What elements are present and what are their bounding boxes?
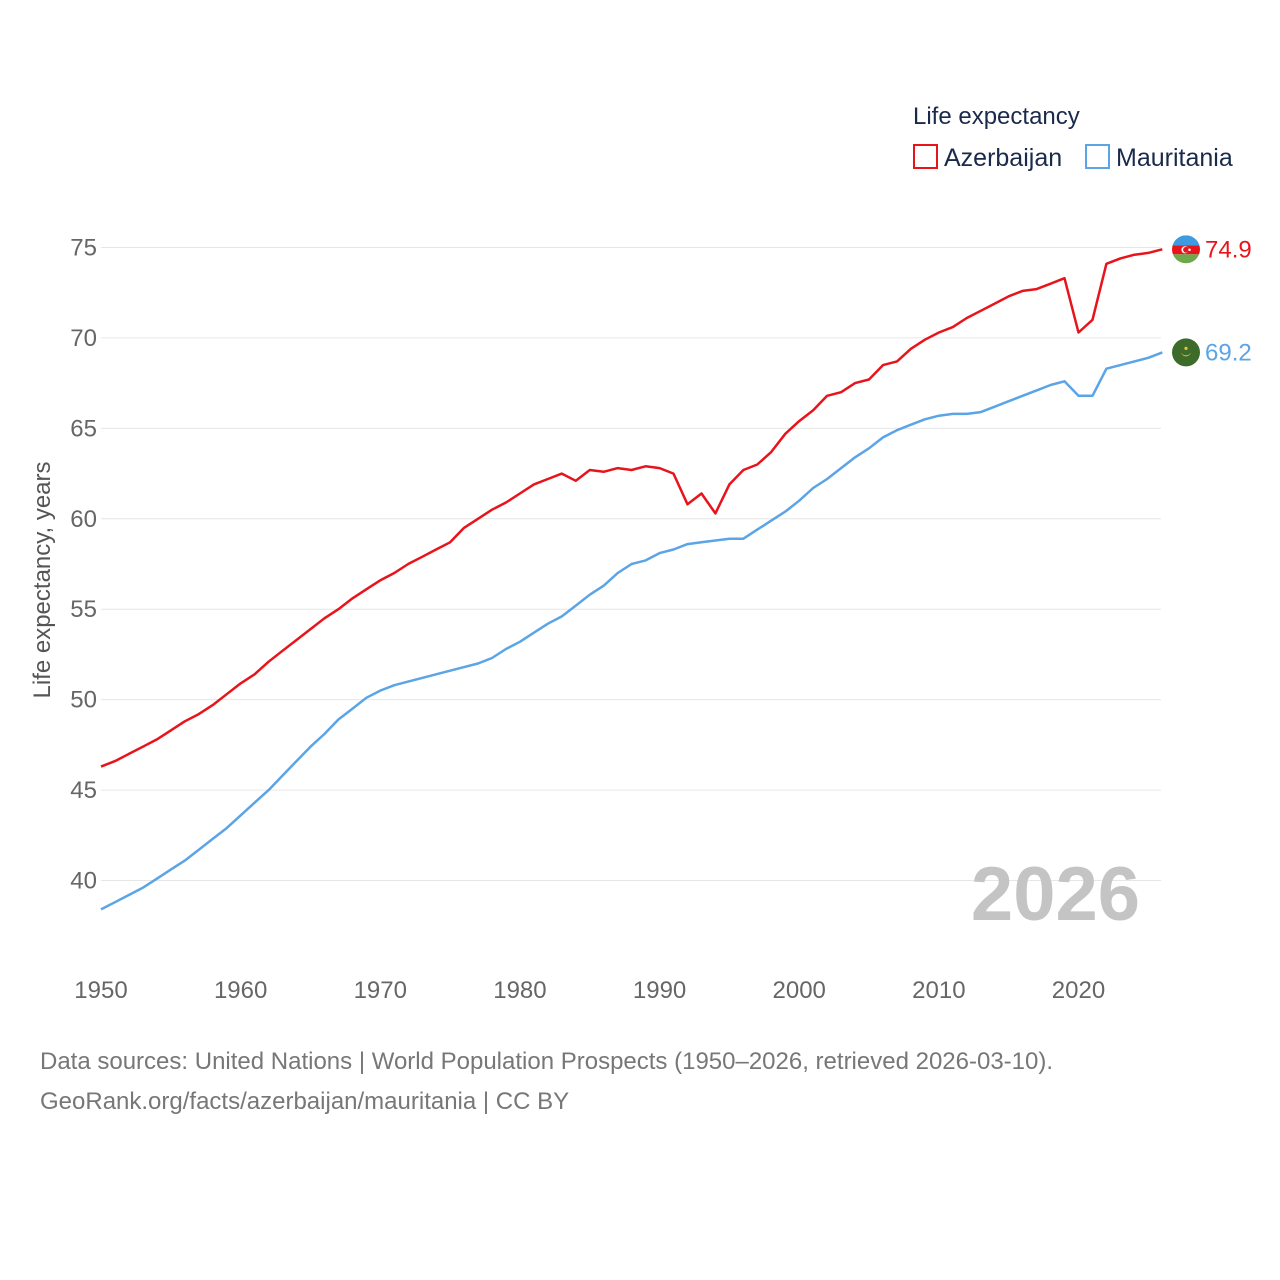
credit-link[interactable]: GeoRank.org/facts/azerbaijan/mauritania … [40, 1088, 570, 1115]
legend-swatch-azerbaijan [913, 144, 938, 169]
y-axis-title: Life expectancy, years [29, 461, 56, 698]
end-markers: 74.9 69.2 [1172, 235, 1252, 367]
x-tick-label: 2000 [773, 977, 826, 1004]
y-tick-label: 60 [70, 506, 97, 533]
series-line-azerbaijan[interactable] [100, 248, 1163, 768]
gridlines [101, 247, 1161, 881]
legend-label-mauritania: Mauritania [1116, 144, 1233, 172]
x-tick-label: 1950 [74, 977, 127, 1004]
legend: Life expectancy Azerbaijan Mauritania [913, 103, 1233, 172]
legend-title: Life expectancy [913, 103, 1080, 130]
legend-swatch-mauritania [1085, 144, 1110, 169]
y-tick-label: 55 [70, 596, 97, 623]
azerbaijan-flag-icon [1172, 235, 1200, 264]
y-tick-label: 40 [70, 868, 97, 895]
x-tick-label: 1970 [354, 977, 407, 1004]
y-tick-label: 50 [70, 687, 97, 714]
end-value-mauritania: 69.2 [1205, 339, 1252, 366]
legend-label-azerbaijan: Azerbaijan [944, 144, 1062, 172]
series-lines [100, 248, 1163, 911]
y-axis-ticks: 40 45 50 55 60 65 70 75 [70, 235, 97, 895]
end-value-azerbaijan: 74.9 [1205, 236, 1252, 263]
legend-item-azerbaijan[interactable]: Azerbaijan [913, 144, 1062, 172]
legend-item-mauritania[interactable]: Mauritania [1085, 144, 1233, 172]
x-tick-label: 2010 [912, 977, 965, 1004]
x-tick-label: 1960 [214, 977, 267, 1004]
y-tick-label: 75 [70, 235, 97, 262]
year-watermark: 2026 [971, 852, 1140, 937]
y-tick-label: 65 [70, 415, 97, 442]
series-line-mauritania[interactable] [100, 351, 1163, 911]
x-tick-label: 1990 [633, 977, 686, 1004]
x-axis-ticks: 1950 1960 1970 1980 1990 2000 2010 2020 [74, 977, 1105, 1004]
x-tick-label: 1980 [493, 977, 546, 1004]
y-tick-label: 45 [70, 777, 97, 804]
y-tick-label: 70 [70, 325, 97, 352]
mauritania-flag-icon [1172, 338, 1200, 367]
data-source-text: Data sources: United Nations | World Pop… [40, 1048, 1054, 1075]
x-tick-label: 2020 [1052, 977, 1105, 1004]
chart-canvas: 40 45 50 55 60 65 70 75 1950 1960 1970 1980 1990 200… [29, 103, 1252, 1004]
source-footer: Data sources: United Nations | World Pop… [40, 1042, 1240, 1122]
